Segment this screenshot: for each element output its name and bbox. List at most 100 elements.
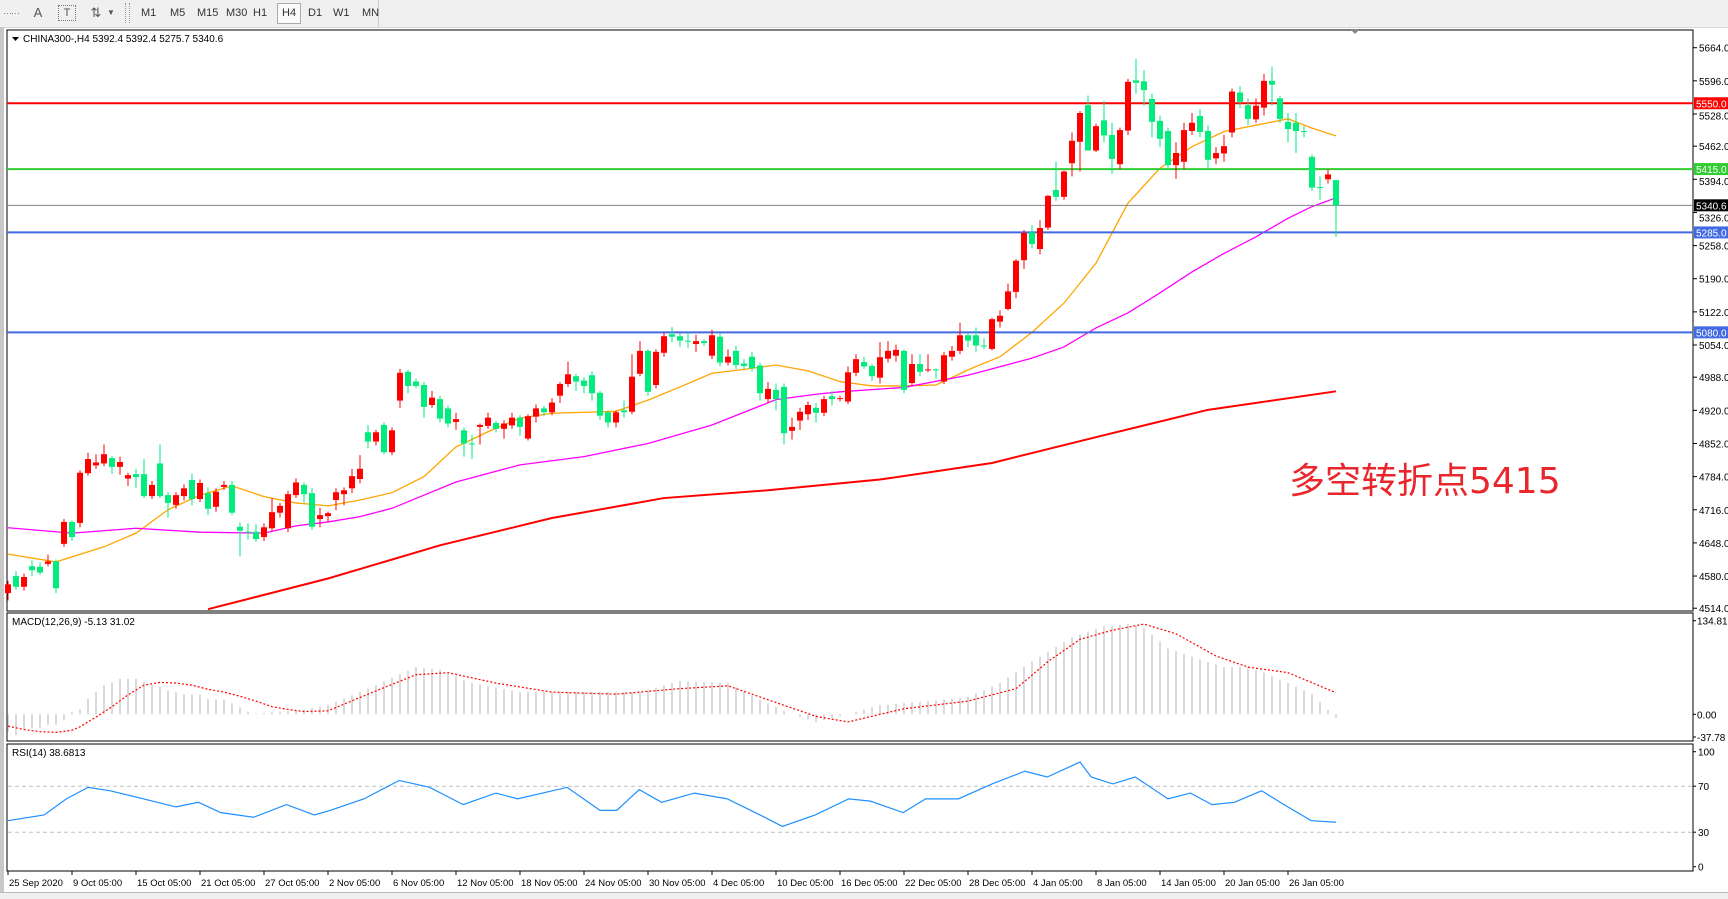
candle [1269,66,1275,106]
ma-slow-line [207,390,1337,611]
candle [85,452,91,476]
candle [533,404,539,423]
timeframe-mn[interactable]: MN [362,7,380,19]
candle-body [693,341,699,345]
candle [573,373,579,391]
timeframe-m30[interactable]: M30 [226,7,248,19]
candle [1005,283,1011,311]
candle-body [485,417,491,426]
candle [77,470,83,528]
arrows-icon[interactable]: ⇅ [90,5,102,20]
candle-body [933,369,939,371]
annotation-text: 多空转折点5415 [1289,461,1561,502]
candle [141,459,147,499]
candle [461,427,467,457]
timeframe-m5[interactable]: M5 [170,7,186,19]
timeframe-h1[interactable]: H1 [253,7,268,19]
candle-body [653,351,659,385]
ma-fast-line [7,118,1337,563]
candle [781,383,787,445]
candle-body [893,349,899,356]
candle [405,369,411,394]
text-icon[interactable]: A [33,5,43,20]
candle [1261,74,1267,116]
candle-body [581,380,587,386]
chart-shift-marker-icon[interactable] [1350,29,1360,34]
candle [1293,113,1299,153]
candle-body [1301,131,1307,133]
candle [789,417,795,440]
candle-body [5,584,11,594]
candle-body [149,484,155,497]
candle [173,492,179,509]
candle [125,472,131,486]
hline-price-label: 5340.6 [1696,201,1727,212]
candle [805,401,811,421]
time-tick-label: 25 Sep 2020 [9,878,63,889]
candle-body [349,476,355,489]
candle-body [157,463,163,497]
chevron-down-icon[interactable]: ▼ [107,8,115,17]
candle-body [557,384,563,396]
candle-body [965,335,971,341]
candle-body [1181,130,1187,162]
candle [885,341,891,363]
candle [1309,154,1315,191]
grid-icon[interactable]: ⋯⋯ [3,8,20,18]
candle-body [1213,152,1219,159]
candle [269,498,275,532]
candle [1013,259,1019,299]
candle [605,410,611,428]
price-tick-label: 4988.0 [1699,373,1728,384]
candle [901,349,907,394]
candle [1229,88,1235,138]
candle [53,559,59,594]
candle [709,329,715,360]
candle-body [293,482,299,496]
macd-tick-label: -37.78 [1697,733,1726,744]
candle [813,403,819,423]
text-label-icon[interactable]: T [58,5,76,21]
bottom-scrollbar[interactable] [0,892,1728,899]
candle-body [357,468,363,480]
candle-body [781,386,787,434]
candle-body [165,495,171,503]
timeframe-m15[interactable]: M15 [197,7,219,19]
price-tick-label: 4852.0 [1699,439,1728,450]
timeframe-h4[interactable]: H4 [277,3,302,24]
time-tick-label: 20 Jan 05:00 [1225,878,1280,889]
candle-body [1005,291,1011,309]
candle-body [373,432,379,442]
candle [645,349,651,396]
candle-body [517,417,523,427]
candle-body [765,388,771,400]
timeframe-w1[interactable]: W1 [333,7,350,19]
candle-body [53,561,59,589]
timeframe-m1[interactable]: M1 [141,7,157,19]
price-tick-label: 5528.0 [1699,111,1728,122]
toolbar-separator [125,3,130,23]
candle-body [285,494,291,529]
candle-body [77,472,83,523]
candle [821,395,827,417]
candle-body [1077,113,1083,142]
candle-body [701,341,707,344]
candle-body [245,531,251,533]
candle [629,354,635,415]
candle [1221,134,1227,162]
candle [381,422,387,455]
candle [869,364,875,382]
time-tick-label: 14 Jan 05:00 [1161,878,1216,889]
candle-body [117,461,123,467]
candle-body [469,443,475,445]
time-tick-label: 22 Dec 05:00 [905,878,962,889]
candle-body [189,480,195,500]
candle-body [1333,180,1339,206]
candle-body [1157,120,1163,139]
candle-body [317,515,323,520]
timeframe-d1[interactable]: D1 [308,7,323,19]
candle [333,488,339,511]
candle [597,390,603,421]
candle-body [325,513,331,517]
